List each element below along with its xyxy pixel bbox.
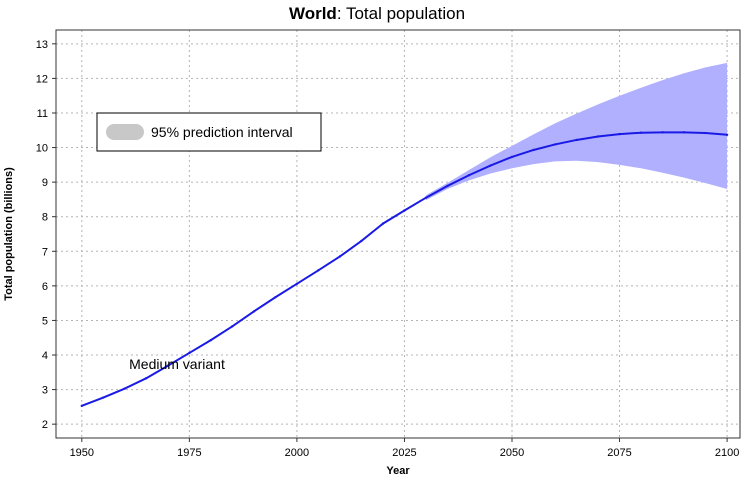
data-point xyxy=(532,148,535,152)
y-tick-label: 5 xyxy=(42,315,48,327)
data-point xyxy=(381,222,385,225)
data-point xyxy=(252,310,256,313)
data-point xyxy=(467,174,471,177)
legend: 95% prediction interval xyxy=(96,112,322,152)
data-point xyxy=(725,133,729,136)
data-point xyxy=(360,239,363,243)
y-axis-ticks: 2 3 4 5 6 7 8 9 10 11 12 13 xyxy=(36,39,56,431)
y-tick-label: 2 xyxy=(42,419,48,431)
x-axis-ticks: 1950 1975 2000 2025 2050 2075 2100 xyxy=(70,438,739,459)
data-point xyxy=(80,404,84,408)
data-point xyxy=(317,269,320,272)
x-tick-label: 2100 xyxy=(715,447,739,459)
x-tick-label: 2000 xyxy=(285,447,309,459)
plot-frame xyxy=(55,29,741,439)
data-point xyxy=(596,135,600,138)
prediction-interval-band xyxy=(425,62,728,201)
data-point xyxy=(424,196,428,199)
medium-variant-annotation: Medium variant xyxy=(129,356,225,372)
legend-box xyxy=(96,112,322,152)
data-point xyxy=(295,282,299,285)
x-tick-label: 2025 xyxy=(392,447,416,459)
data-point xyxy=(403,209,406,212)
data-point xyxy=(145,376,148,380)
grid xyxy=(56,30,740,438)
y-tick-label: 10 xyxy=(36,143,48,155)
data-points xyxy=(80,131,729,408)
legend-label: 95% prediction interval xyxy=(151,124,293,140)
x-tick-label: 2075 xyxy=(607,447,631,459)
x-tick-label: 1950 xyxy=(70,447,94,459)
y-tick-label: 13 xyxy=(36,39,48,51)
x-axis-title: Year xyxy=(386,465,410,477)
data-point xyxy=(704,131,707,135)
x-tick-label: 1975 xyxy=(177,447,201,459)
chart-title-bold: World xyxy=(288,4,337,23)
y-tick-label: 9 xyxy=(42,177,48,189)
y-axis-title: Total population (billions) xyxy=(3,167,15,301)
data-point xyxy=(102,396,105,399)
data-point xyxy=(661,131,664,134)
data-point xyxy=(274,296,277,299)
data-point xyxy=(188,351,191,355)
data-point xyxy=(575,138,578,142)
x-tick-label: 2050 xyxy=(500,447,524,459)
y-tick-label: 8 xyxy=(42,212,48,224)
data-point xyxy=(231,325,234,328)
data-point xyxy=(446,184,449,188)
data-point xyxy=(209,338,213,342)
data-point xyxy=(510,155,514,159)
legend-swatch xyxy=(106,124,144,140)
y-tick-label: 3 xyxy=(42,385,48,397)
data-point xyxy=(682,131,686,134)
data-point xyxy=(166,364,170,367)
chart-title: World: Total population xyxy=(0,4,754,24)
data-point xyxy=(338,255,342,258)
y-tick-label: 12 xyxy=(36,73,48,85)
data-point xyxy=(123,387,127,390)
y-tick-label: 7 xyxy=(42,246,48,258)
y-tick-label: 11 xyxy=(37,108,48,120)
y-tick-label: 4 xyxy=(42,350,48,362)
data-point xyxy=(553,143,557,146)
data-point xyxy=(639,131,643,134)
data-point xyxy=(618,132,621,136)
data-point xyxy=(489,164,492,167)
y-tick-label: 6 xyxy=(42,281,48,293)
chart-title-rest: : Total population xyxy=(336,4,466,23)
